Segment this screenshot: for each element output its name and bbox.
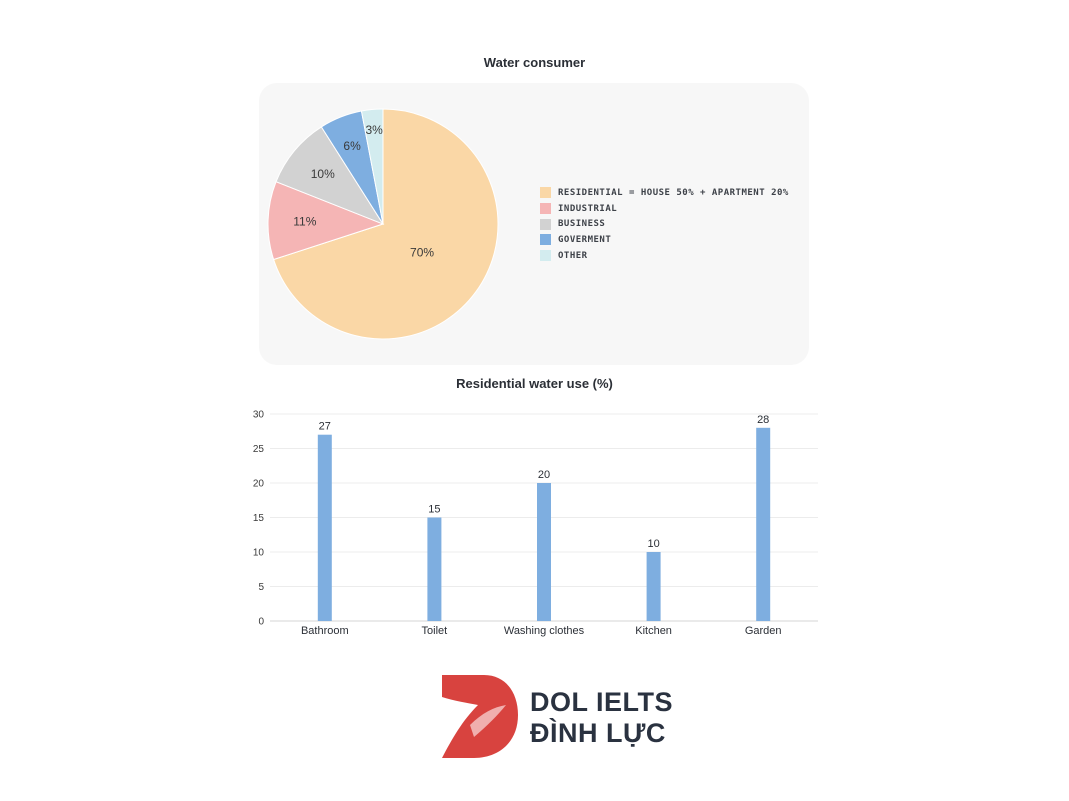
bar-value-label: 10 bbox=[647, 538, 659, 550]
legend-item-business: BUSINESS bbox=[540, 216, 789, 232]
bar-value-label: 28 bbox=[757, 414, 769, 426]
legend-label: RESIDENTIAL = HOUSE 50% + APARTMENT 20% bbox=[558, 187, 789, 198]
pie-legend: RESIDENTIAL = HOUSE 50% + APARTMENT 20% I… bbox=[540, 185, 789, 263]
pie-slice-business bbox=[275, 126, 385, 226]
legend-item-residential: RESIDENTIAL = HOUSE 50% + APARTMENT 20% bbox=[540, 185, 789, 201]
bar-toilet bbox=[427, 517, 442, 621]
pie-label-business: 10% bbox=[311, 167, 335, 181]
legend-swatch bbox=[540, 218, 551, 230]
legend-swatch bbox=[540, 234, 551, 246]
x-tick-label: Garden bbox=[745, 625, 782, 637]
bar-value-label: 27 bbox=[319, 421, 331, 433]
bar-chart-title: Residential water use (%) bbox=[456, 376, 613, 391]
legend-swatch bbox=[540, 187, 551, 199]
y-tick-label: 25 bbox=[253, 444, 265, 455]
bar-washing-clothes bbox=[537, 483, 551, 621]
logo-text-line1: DOL IELTS bbox=[530, 687, 674, 717]
pie-slice-residential bbox=[272, 108, 499, 340]
pie-slice-industrial bbox=[267, 181, 385, 261]
legend-label: OTHER bbox=[558, 250, 588, 261]
bar-value-label: 20 bbox=[538, 469, 550, 481]
legend-item-goverment: GOVERMENT bbox=[540, 232, 789, 248]
pie-label-residential: 70% bbox=[410, 245, 434, 259]
bar-chart: 0 5 10 15 20 25 30 27 Bathroom 15 Toilet 20 Washing … bbox=[253, 410, 818, 637]
y-tick-label: 5 bbox=[258, 582, 264, 593]
legend-swatch bbox=[540, 203, 551, 215]
y-tick-label: 20 bbox=[253, 479, 265, 490]
y-tick-label: 15 bbox=[253, 513, 265, 524]
pie-chart: 70% 11% 10% 6% 3% bbox=[267, 108, 499, 340]
logo-text-line2: ĐÌNH LỰC bbox=[530, 718, 666, 748]
y-tick-label: 10 bbox=[253, 548, 265, 559]
pie-slice-other bbox=[360, 108, 384, 225]
bar-bathroom bbox=[317, 434, 332, 621]
y-tick-label: 0 bbox=[258, 617, 264, 628]
legend-label: BUSINESS bbox=[558, 219, 606, 230]
x-tick-label: Bathroom bbox=[301, 625, 349, 637]
legend-label: GOVERMENT bbox=[558, 234, 612, 245]
x-tick-label: Kitchen bbox=[635, 625, 672, 637]
pie-label-industrial: 11% bbox=[293, 215, 316, 229]
x-tick-label: Washing clothes bbox=[504, 625, 585, 637]
x-tick-label: Toilet bbox=[422, 625, 448, 637]
legend-swatch bbox=[540, 250, 551, 262]
pie-chart-panel: 70% 11% 10% 6% 3% RESIDENTIAL = HOUSE 50% + … bbox=[259, 83, 809, 365]
bar-garden bbox=[756, 427, 771, 621]
bar-kitchen bbox=[646, 552, 661, 621]
dol-logo: DOL IELTS ĐÌNH LỰC bbox=[440, 675, 680, 760]
legend-item-industrial: INDUSTRIAL bbox=[540, 201, 789, 217]
bar-value-label: 15 bbox=[428, 504, 440, 516]
pie-label-other: 3% bbox=[365, 123, 383, 137]
pie-label-goverment: 6% bbox=[343, 139, 361, 153]
legend-item-other: OTHER bbox=[540, 248, 789, 264]
pie-chart-title: Water consumer bbox=[483, 55, 586, 70]
logo-mark-icon bbox=[442, 675, 518, 758]
y-tick-label: 30 bbox=[253, 410, 265, 421]
legend-label: INDUSTRIAL bbox=[558, 203, 618, 214]
